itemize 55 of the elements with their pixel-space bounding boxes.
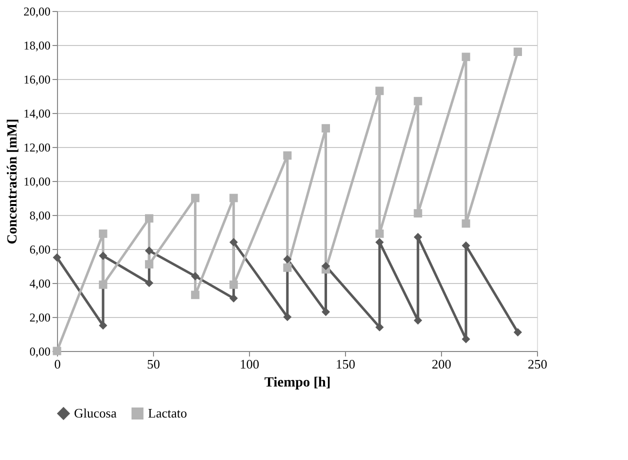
point — [98, 230, 108, 238]
point — [414, 96, 422, 106]
point — [375, 86, 384, 96]
x-tick-label: 250 — [528, 356, 548, 372]
point — [375, 230, 384, 238]
point — [462, 219, 470, 228]
point — [144, 260, 154, 268]
point — [375, 323, 384, 332]
y-tick-label: 16,00 — [24, 72, 50, 86]
point — [229, 238, 238, 246]
point — [414, 232, 422, 242]
x-tick-label: 50 — [147, 356, 160, 372]
y-tick-label: 4,00 — [30, 276, 50, 290]
point — [52, 253, 62, 262]
point — [283, 255, 292, 264]
x-tick-label: 100 — [240, 356, 260, 372]
y-axis-title: Concentración [mM] — [6, 118, 20, 244]
point — [462, 52, 470, 62]
x-axis-title: Tiempo [h] — [264, 376, 331, 390]
point — [191, 290, 200, 300]
point — [144, 214, 154, 223]
y-tick-label: 12,00 — [24, 140, 50, 154]
point — [514, 48, 522, 56]
point — [414, 209, 422, 218]
point — [144, 278, 154, 288]
point — [322, 262, 330, 270]
point — [322, 124, 330, 132]
y-tick-label: 2,00 — [30, 310, 50, 324]
point — [414, 316, 422, 325]
point — [462, 241, 470, 250]
point — [98, 321, 108, 330]
point — [191, 272, 200, 280]
point — [98, 280, 108, 289]
x-tick-label: 150 — [336, 356, 356, 372]
point — [229, 294, 238, 302]
point — [191, 194, 200, 202]
y-tick-label: 8,00 — [30, 208, 50, 222]
y-tick-label: 0,00 — [30, 344, 50, 358]
point — [144, 246, 154, 255]
point — [283, 264, 292, 272]
point — [98, 252, 108, 260]
point — [375, 238, 384, 246]
point — [514, 328, 522, 336]
x-tick-label: 200 — [432, 356, 452, 372]
x-tick-label: 0 — [54, 356, 61, 372]
y-tick-label: 18,00 — [24, 38, 50, 52]
legend-label: Glucosa — [74, 406, 117, 421]
y-tick-label: 10,00 — [24, 174, 50, 188]
point — [229, 280, 238, 289]
point — [229, 194, 238, 202]
legend-label: Lactato — [148, 406, 187, 421]
y-tick-label: 14,00 — [24, 106, 50, 120]
y-tick-label: 6,00 — [30, 242, 50, 256]
point — [283, 151, 292, 160]
y-tick-label: 20,00 — [24, 4, 50, 18]
